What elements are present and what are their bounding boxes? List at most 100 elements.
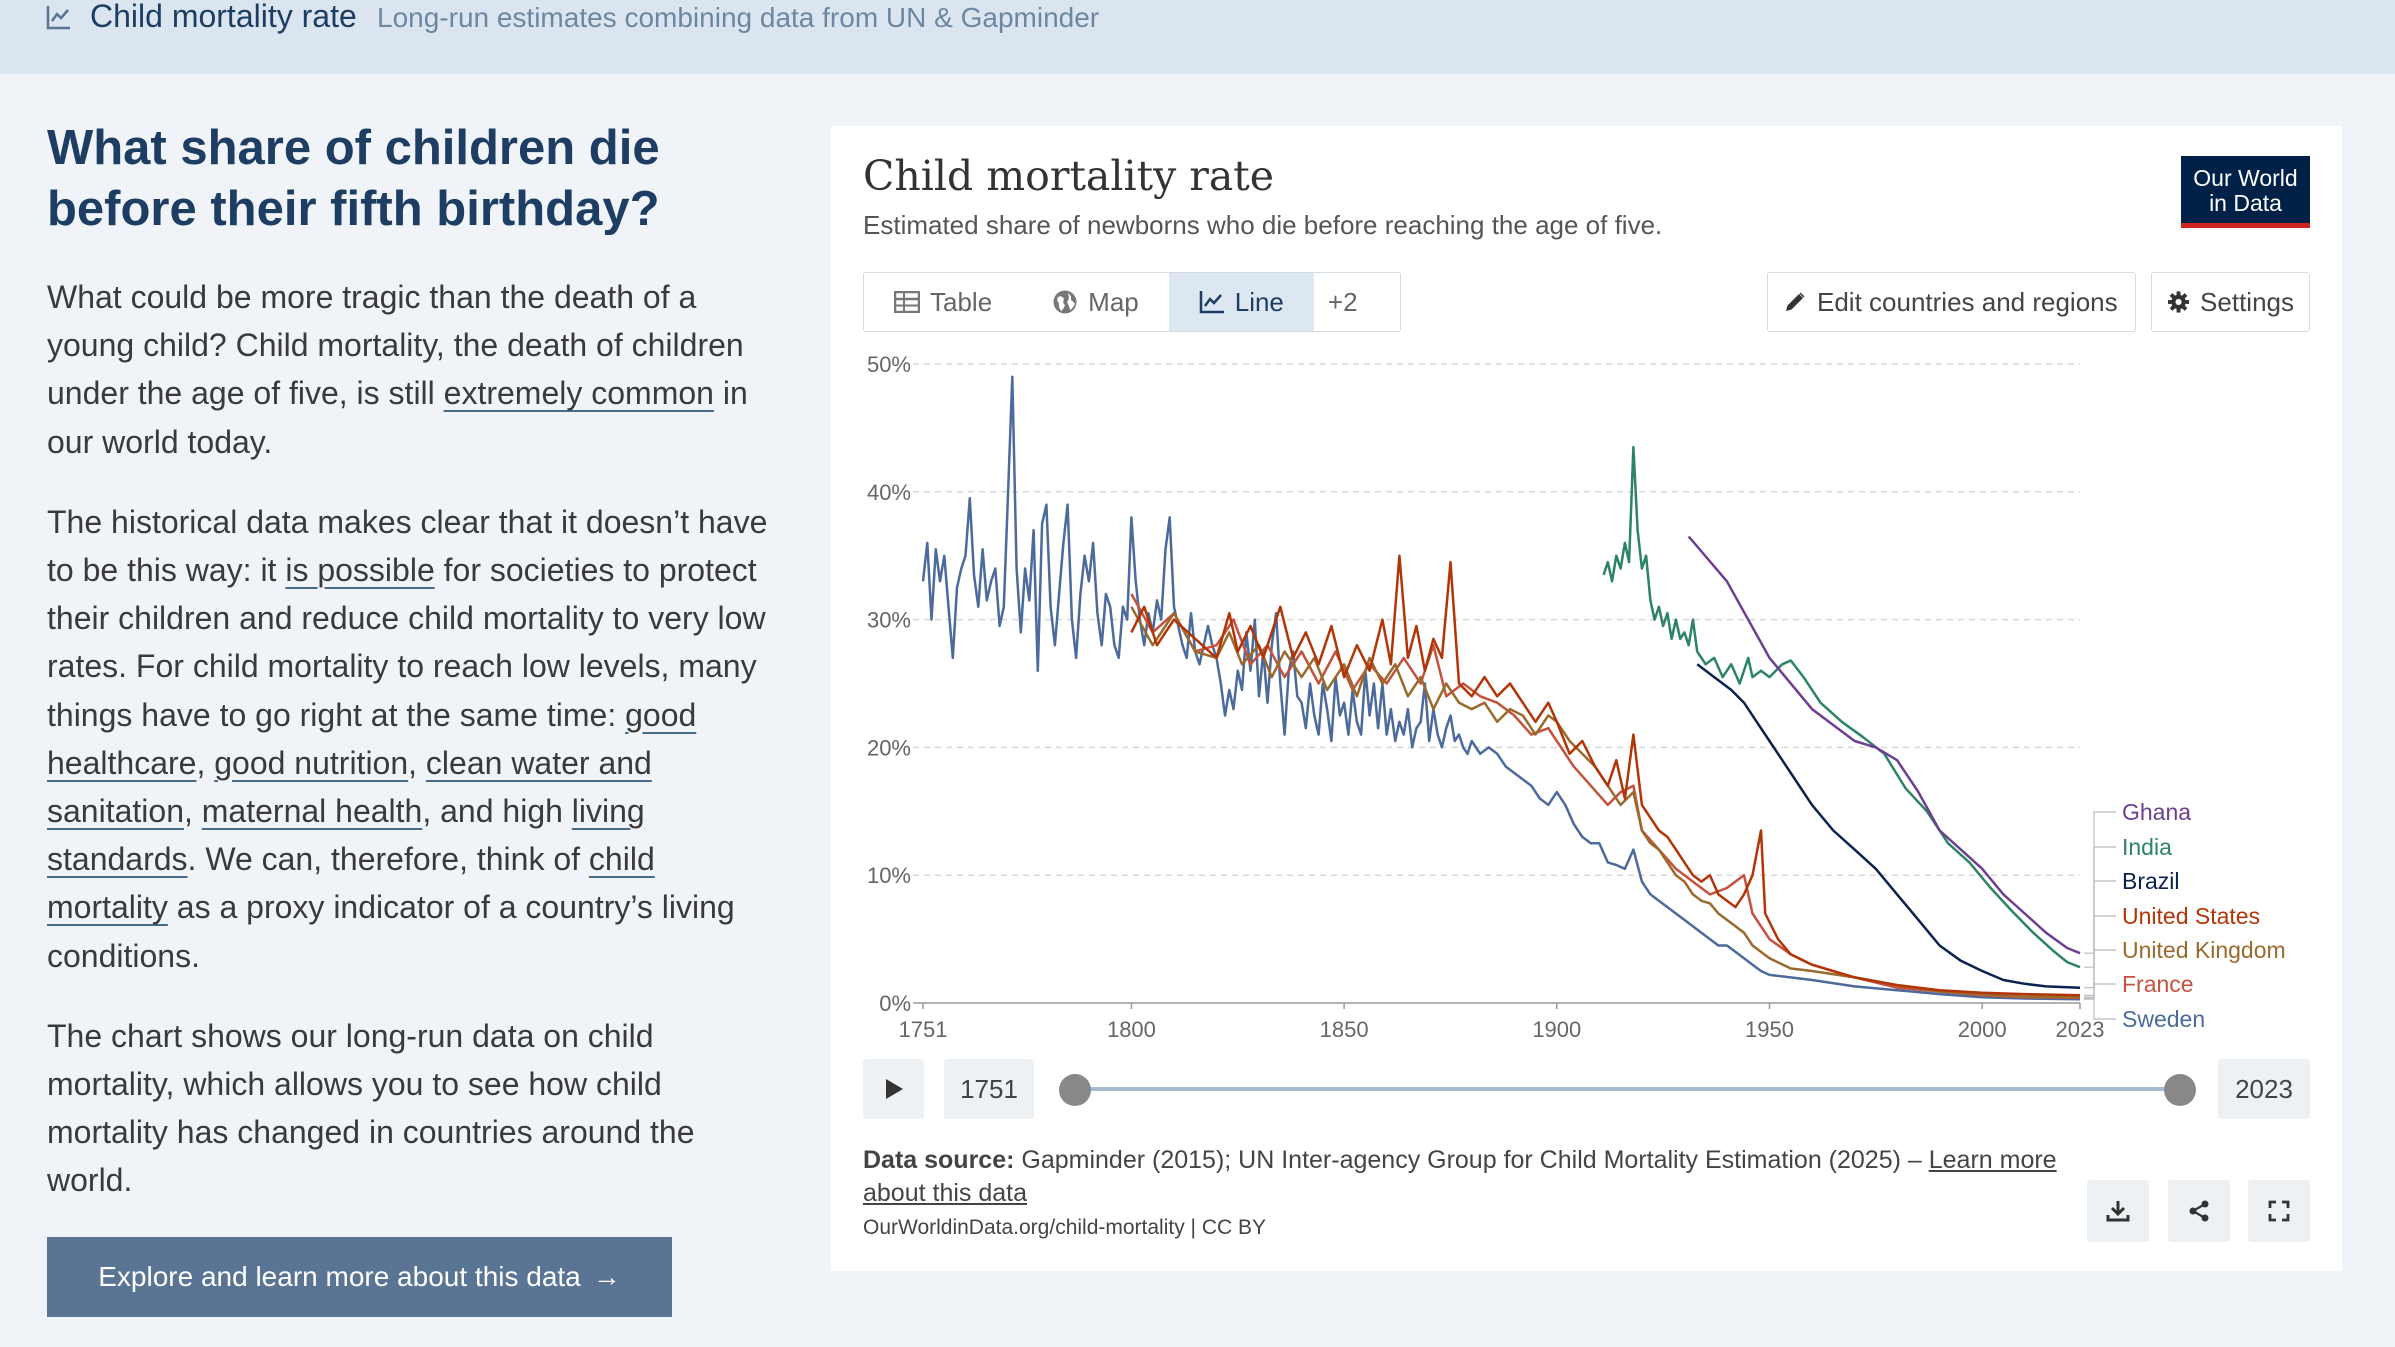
series-line-sweden bbox=[921, 375, 2081, 1001]
tab-more[interactable]: +2 bbox=[1314, 273, 1372, 331]
tab-table[interactable]: Table bbox=[864, 273, 1022, 331]
source-label: Data source: bbox=[863, 1146, 1015, 1174]
text: . We can, therefore, think of bbox=[187, 841, 589, 878]
x-tick-label: 1800 bbox=[1107, 1017, 1156, 1042]
series-line-united-states bbox=[1130, 554, 2081, 997]
chart-tabs: Table Map Line +2 bbox=[863, 272, 1401, 332]
data-source: Data source: Gapminder (2015); UN Inter-… bbox=[863, 1144, 2063, 1210]
logo-line-2: in Data bbox=[2209, 190, 2282, 216]
legend-connector bbox=[2084, 880, 2116, 989]
edit-label: Edit countries and regions bbox=[1817, 286, 2118, 317]
x-tick-label: 1751 bbox=[899, 1017, 948, 1042]
settings-button[interactable]: Settings bbox=[2151, 272, 2310, 332]
download-button[interactable] bbox=[2087, 1180, 2149, 1242]
arrow-right-icon: → bbox=[592, 1261, 621, 1292]
text: , bbox=[408, 744, 426, 781]
pencil-icon bbox=[1786, 292, 1805, 311]
timeline-end-year[interactable]: 2023 bbox=[2218, 1059, 2310, 1119]
chart-card: Child mortality rate Estimated share of … bbox=[831, 126, 2342, 1271]
series-line-brazil bbox=[1696, 663, 2081, 989]
text: in our world today. bbox=[47, 375, 748, 460]
share-icon bbox=[2189, 1200, 2209, 1222]
y-tick-label: 30% bbox=[867, 608, 911, 633]
legend-connector bbox=[2084, 846, 2116, 968]
settings-label: Settings bbox=[2200, 286, 2294, 317]
link-living-standards[interactable]: living standards bbox=[47, 793, 645, 878]
link-extremely-common[interactable]: extremely common bbox=[443, 375, 714, 412]
tab-line[interactable]: Line bbox=[1168, 273, 1314, 331]
link-is-possible[interactable]: is possible bbox=[285, 552, 435, 589]
x-tick-label: 1850 bbox=[1320, 1017, 1369, 1042]
source-text: Gapminder (2015); UN Inter-agency Group … bbox=[1014, 1146, 1929, 1174]
legend-label-united-states: United States bbox=[2122, 903, 2260, 929]
text: as a proxy indicator of a country’s livi… bbox=[47, 889, 735, 974]
y-tick-label: 50% bbox=[867, 352, 911, 377]
series-line-ghana bbox=[1687, 535, 2081, 955]
learn-more-link[interactable]: Learn more about this data bbox=[863, 1146, 2057, 1207]
legend-label-india: India bbox=[2122, 834, 2172, 860]
legend-connector bbox=[2084, 949, 2116, 998]
line-chart: 0% 10% 20% 30% 40% 50% 1751 1800 1850 1900 1950 200… bbox=[867, 352, 2286, 1042]
article-column: What share of children die before their … bbox=[47, 118, 777, 1205]
text: What could be more tragic than the death… bbox=[47, 279, 744, 412]
header-title: Child mortality rate bbox=[90, 0, 357, 34]
article-paragraph-3: The chart shows our long-run data on chi… bbox=[47, 1017, 695, 1199]
x-tick-label: 2023 bbox=[2056, 1017, 2105, 1042]
chart-url: OurWorldinData.org/child-mortality | CC … bbox=[863, 1216, 1267, 1239]
line-chart-icon bbox=[1199, 291, 1224, 314]
text: , bbox=[183, 793, 202, 830]
tab-label: Line bbox=[1234, 286, 1284, 317]
fullscreen-icon bbox=[2268, 1200, 2290, 1222]
text: , bbox=[196, 744, 215, 781]
legend-label-sweden: Sweden bbox=[2122, 1006, 2205, 1032]
text: , and high bbox=[422, 793, 572, 830]
timeline-start-handle[interactable] bbox=[1059, 1074, 1091, 1106]
article-paragraph-1: What could be more tragic than the death… bbox=[47, 273, 777, 466]
tab-label: Map bbox=[1088, 286, 1139, 317]
owid-logo[interactable]: Our World in Data bbox=[2181, 156, 2310, 228]
gear-icon bbox=[2167, 291, 2190, 313]
timeline-track[interactable] bbox=[1075, 1087, 2181, 1091]
legend-connector bbox=[2084, 983, 2116, 999]
legend-label-ghana: Ghana bbox=[2122, 799, 2191, 825]
link-child-mortality[interactable]: child mortality bbox=[47, 841, 655, 926]
article-paragraph-2: The historical data makes clear that it … bbox=[47, 498, 777, 980]
play-icon bbox=[885, 1079, 903, 1099]
fullscreen-button[interactable] bbox=[2248, 1180, 2310, 1242]
cta-label: Explore and learn more about this data bbox=[98, 1261, 581, 1292]
link-good-healthcare[interactable]: good healthcare bbox=[47, 696, 697, 781]
tab-label: +2 bbox=[1327, 286, 1358, 317]
x-tick-label: 1900 bbox=[1532, 1017, 1581, 1042]
y-tick-label: 0% bbox=[879, 991, 911, 1016]
timeline-end-handle[interactable] bbox=[2164, 1074, 2196, 1106]
legend-connector bbox=[2084, 811, 2116, 954]
x-tick-label: 1950 bbox=[1745, 1017, 1794, 1042]
globe-icon bbox=[1053, 290, 1077, 314]
play-button[interactable] bbox=[863, 1059, 924, 1119]
line-chart-icon bbox=[46, 6, 70, 30]
text: for societies to protect their children … bbox=[47, 552, 766, 733]
table-icon bbox=[894, 291, 920, 313]
legend-connector bbox=[2084, 998, 2116, 1020]
link-maternal-health[interactable]: maternal health bbox=[201, 793, 423, 830]
link-good-nutrition[interactable]: good nutrition bbox=[214, 744, 409, 781]
chart-title: Child mortality rate bbox=[863, 152, 1275, 200]
header-subtitle: Long-run estimates combining data from U… bbox=[377, 2, 1100, 33]
series-line-france bbox=[1130, 593, 2081, 1000]
series-line-india bbox=[1602, 445, 2081, 969]
download-icon bbox=[2106, 1201, 2130, 1222]
tab-map[interactable]: Map bbox=[1022, 273, 1169, 331]
share-button[interactable] bbox=[2168, 1180, 2230, 1242]
explore-data-button[interactable]: Explore and learn more about this data → bbox=[47, 1237, 672, 1317]
logo-line-1: Our World bbox=[2193, 165, 2298, 191]
y-tick-label: 20% bbox=[867, 735, 911, 760]
edit-countries-button[interactable]: Edit countries and regions bbox=[1767, 272, 2136, 332]
article-heading: What share of children die before their … bbox=[47, 121, 660, 236]
link-clean-water[interactable]: clean water and sanitation bbox=[47, 744, 652, 830]
legend-label-united-kingdom: United Kingdom bbox=[2122, 937, 2286, 963]
timeline-start-year[interactable]: 1751 bbox=[944, 1059, 1034, 1119]
x-tick-label: 2000 bbox=[1958, 1017, 2007, 1042]
header-bar: Child mortality rate Long-run estimates … bbox=[0, 0, 2395, 74]
legend-label-brazil: Brazil bbox=[2122, 868, 2180, 894]
chart-subtitle: Estimated share of newborns who die befo… bbox=[863, 210, 1663, 240]
